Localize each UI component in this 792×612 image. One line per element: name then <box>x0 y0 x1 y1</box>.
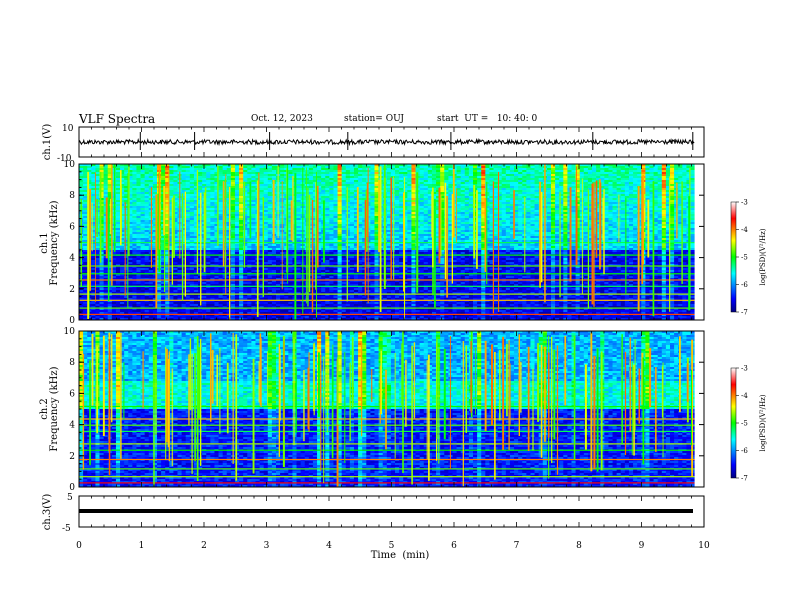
ch1-spectrogram-heatmap <box>79 164 704 320</box>
ch1-ytick-top: 10 <box>62 124 74 134</box>
vlf-spectra-figure: 10 -10 ch.1(V) 0246810 ch.1 Frequency (k… <box>0 0 792 612</box>
ch1-ylabel: ch.1(V) <box>42 124 53 161</box>
